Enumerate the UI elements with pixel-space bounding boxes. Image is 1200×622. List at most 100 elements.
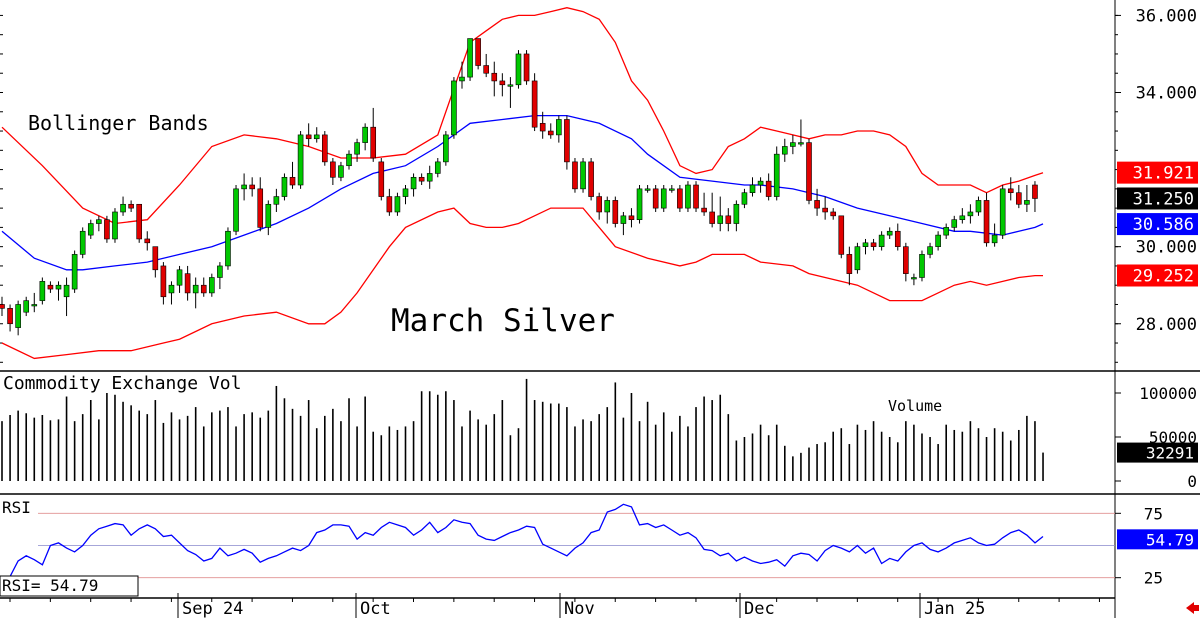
candle-body-up (265, 203, 272, 228)
price-candle (612, 196, 619, 228)
price-candle (741, 188, 748, 209)
price-last-value-badge (1117, 161, 1198, 184)
candle-body-up (515, 53, 522, 86)
price-candle (346, 150, 352, 170)
candle-body-up (781, 146, 788, 155)
price-candle (943, 223, 949, 239)
price-candle (378, 158, 385, 201)
rsi-readout: RSI= 54.79 (2, 576, 98, 595)
price-candle (580, 158, 586, 193)
candle-body-up (313, 134, 320, 140)
price-candle (87, 219, 94, 239)
price-candle (975, 196, 982, 216)
candle-body-up (999, 188, 1006, 236)
candle-body-up (467, 38, 473, 78)
candle-body-up (394, 196, 401, 213)
price-candle (160, 262, 167, 305)
candle-body-up (862, 242, 869, 247)
price-candle (725, 208, 732, 232)
price-candle (677, 185, 683, 212)
price-candle (467, 38, 473, 81)
price-candle (418, 173, 425, 185)
candle-body-down (47, 284, 54, 290)
candle-body-up (773, 153, 780, 197)
price-candle (556, 115, 562, 143)
price-candle (507, 77, 514, 108)
candle-body-up (362, 126, 368, 143)
candle-body-down (588, 161, 594, 197)
price-candle (233, 185, 239, 236)
price-candle (838, 215, 845, 259)
price-candle (305, 123, 312, 147)
price-candle (443, 131, 449, 166)
price-candle (1024, 185, 1030, 212)
price-last-value-label: 30.586 (1133, 215, 1194, 235)
price-candle (846, 246, 853, 286)
candle-body-up (338, 165, 344, 178)
price-candle (790, 134, 796, 155)
price-candle (854, 242, 861, 274)
bollinger-lower-band (1, 207, 1043, 360)
candle-body-down (846, 254, 853, 274)
candle-body-up (443, 134, 449, 163)
candle-body-down (596, 196, 602, 213)
price-y-tick-label: 28.000 (1136, 315, 1197, 335)
rsi-line (1, 503, 1044, 583)
rsi-readout-box (0, 575, 139, 597)
candle-body-up (935, 234, 941, 247)
price-candle (894, 223, 901, 251)
candle-body-up (1024, 200, 1030, 205)
price-candle (144, 231, 151, 251)
candle-body-up (507, 84, 514, 87)
candle-body-down (200, 284, 207, 294)
candle-body-down (903, 246, 909, 274)
price-candle (104, 215, 110, 243)
price-candle (257, 177, 264, 232)
price-candle (225, 227, 231, 270)
candle-body-down (321, 134, 328, 163)
price-candle (709, 192, 715, 228)
candle-body-down (7, 308, 13, 325)
candle-body-up (55, 284, 62, 290)
candle-body-down (136, 203, 142, 240)
price-candle (669, 185, 675, 193)
candle-body-up (120, 203, 126, 213)
candle-body-up (757, 180, 764, 186)
price-candle (749, 177, 756, 197)
price-candle (911, 273, 917, 286)
price-y-tick-label: 30.000 (1136, 238, 1197, 258)
candle-body-up (451, 80, 457, 136)
price-candle (313, 127, 320, 143)
x-axis-label: Jan 25 (924, 599, 985, 618)
price-candle (765, 173, 772, 201)
price-candle (757, 177, 764, 193)
candle-body-down (838, 215, 845, 255)
candle-body-up (63, 284, 70, 298)
candle-body-down (547, 130, 554, 136)
candle-body-down (386, 196, 393, 213)
price-candle (249, 177, 255, 197)
candle-body-up (975, 200, 982, 213)
price-candle (951, 215, 958, 232)
candle-body-down (701, 207, 707, 213)
candle-body-down (709, 211, 715, 224)
candle-body-up (669, 188, 675, 191)
price-candle (71, 250, 78, 293)
candle-body-up (79, 230, 86, 255)
candle-body-up (556, 119, 562, 136)
candle-body-down (572, 161, 578, 190)
price-candle (596, 192, 602, 220)
price-candle (96, 215, 102, 232)
candle-body-down (531, 80, 538, 128)
candle-body-up (660, 188, 667, 209)
price-last-value-label: 31.250 (1133, 189, 1194, 209)
price-candle (1007, 177, 1014, 201)
price-candle (572, 158, 578, 193)
price-candle (354, 138, 360, 162)
candle-body-up (943, 227, 949, 236)
price-y-tick-label: 34.000 (1136, 84, 1197, 104)
rsi-last-value-label: 54.79 (1146, 530, 1194, 549)
candle-body-up (685, 184, 691, 209)
volume-last-value-label: 32291 (1146, 444, 1194, 463)
